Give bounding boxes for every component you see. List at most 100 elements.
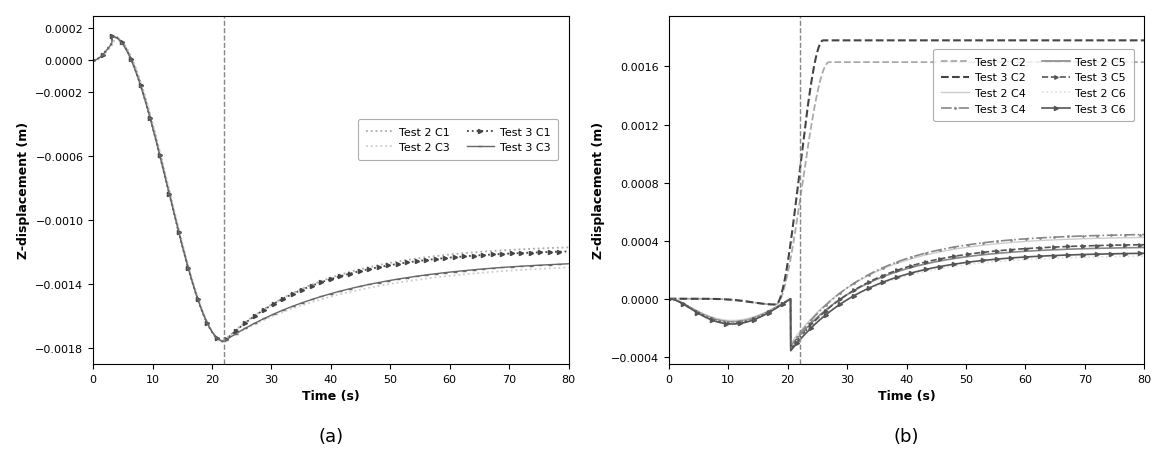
Test 2 C6	[686, 307, 700, 313]
Test 2 C4	[1124, 235, 1138, 241]
Test 3 C6	[1036, 254, 1050, 259]
Test 2 C2	[822, 60, 836, 66]
Test 3 C2	[1037, 38, 1051, 44]
Test 3 C3	[216, 339, 230, 344]
Test 2 C5	[894, 269, 908, 274]
Test 3 C6	[1124, 251, 1138, 257]
Y-axis label: Z-displacement (m): Z-displacement (m)	[592, 122, 605, 259]
Test 2 C4	[784, 341, 798, 346]
Test 3 C2	[894, 38, 908, 44]
Test 3 C5	[784, 347, 798, 352]
Test 2 C2	[881, 60, 895, 66]
Test 3 C4	[881, 263, 895, 269]
Test 3 C1	[111, 36, 125, 42]
Line: Test 2 C1: Test 2 C1	[93, 38, 569, 341]
Test 2 C6	[1124, 254, 1138, 260]
Test 2 C4	[1036, 238, 1050, 244]
Test 3 C3	[318, 293, 332, 299]
Test 3 C4	[662, 296, 676, 302]
Test 2 C2	[769, 302, 783, 307]
Test 2 C6	[894, 275, 908, 281]
X-axis label: Time (s): Time (s)	[877, 389, 936, 402]
Test 2 C1	[216, 338, 230, 344]
Test 2 C5	[1124, 245, 1138, 251]
Test 3 C5	[881, 271, 895, 277]
Test 3 C2	[1124, 38, 1138, 44]
Test 3 C4	[1138, 232, 1152, 238]
Line: Test 2 C2: Test 2 C2	[669, 63, 1145, 305]
Test 3 C3	[86, 58, 100, 64]
Line: Test 3 C2: Test 3 C2	[669, 41, 1145, 305]
Test 3 C5	[1138, 242, 1152, 248]
Test 2 C6	[881, 279, 895, 285]
Test 2 C1	[111, 36, 125, 42]
Test 3 C4	[1036, 235, 1050, 241]
Test 2 C5	[686, 307, 700, 312]
Test 3 C1	[548, 250, 562, 255]
Test 2 C4	[894, 260, 908, 265]
Test 3 C5	[1124, 243, 1138, 248]
Line: Test 2 C6: Test 2 C6	[669, 257, 1145, 348]
Test 3 C4	[686, 307, 700, 312]
Test 3 C2	[881, 38, 895, 44]
Test 2 C4	[881, 264, 895, 270]
Test 3 C4	[1124, 232, 1138, 238]
Test 2 C1	[86, 58, 100, 64]
Test 2 C2	[1124, 60, 1138, 66]
Line: Test 3 C5: Test 3 C5	[667, 244, 1146, 351]
Test 3 C6	[881, 278, 895, 283]
Test 3 C1	[105, 34, 119, 39]
Test 3 C5	[1036, 245, 1050, 251]
Test 2 C5	[662, 296, 676, 302]
Test 3 C5	[1124, 243, 1138, 248]
Test 2 C2	[662, 296, 676, 302]
Test 2 C5	[1124, 245, 1138, 251]
Legend: Test 2 C1, Test 2 C3, Test 3 C1, Test 3 C3: Test 2 C1, Test 2 C3, Test 3 C1, Test 3 …	[359, 119, 558, 161]
Test 2 C4	[662, 296, 676, 302]
Test 2 C5	[1036, 248, 1050, 253]
Test 2 C5	[881, 273, 895, 278]
Test 2 C2	[894, 60, 908, 66]
Text: (a): (a)	[318, 427, 343, 445]
Test 3 C3	[548, 262, 562, 268]
Test 3 C2	[662, 296, 676, 302]
Test 3 C3	[562, 262, 576, 267]
Test 2 C4	[686, 306, 700, 312]
Test 2 C1	[107, 35, 121, 40]
Test 2 C4	[1124, 235, 1138, 241]
Line: Test 2 C3: Test 2 C3	[93, 38, 569, 341]
X-axis label: Time (s): Time (s)	[303, 389, 360, 402]
Test 3 C1	[86, 58, 100, 64]
Test 2 C1	[318, 277, 332, 283]
Test 3 C6	[784, 348, 798, 354]
Line: Test 3 C1: Test 3 C1	[91, 34, 571, 344]
Test 2 C3	[107, 36, 121, 41]
Test 2 C2	[1138, 60, 1152, 66]
Test 2 C3	[86, 58, 100, 64]
Test 3 C1	[318, 279, 332, 284]
Test 3 C3	[105, 35, 119, 40]
Test 2 C1	[305, 282, 319, 288]
Test 2 C5	[1138, 245, 1152, 251]
Test 2 C2	[686, 296, 700, 302]
Test 2 C6	[1124, 254, 1138, 260]
Test 2 C3	[111, 37, 125, 43]
Test 3 C2	[769, 302, 783, 307]
Test 3 C5	[894, 267, 908, 272]
Test 3 C1	[562, 249, 576, 255]
Legend: Test 2 C2, Test 3 C2, Test 2 C4, Test 3 C4, Test 2 C5, Test 3 C5, Test 2 C6, Tes: Test 2 C2, Test 3 C2, Test 2 C4, Test 3 …	[933, 50, 1134, 122]
Test 3 C4	[784, 344, 798, 350]
Test 3 C3	[305, 297, 319, 302]
Test 2 C1	[548, 245, 562, 251]
Y-axis label: Z-displacement (m): Z-displacement (m)	[16, 122, 29, 259]
Test 2 C3	[305, 300, 319, 305]
Test 3 C3	[111, 37, 125, 42]
Test 3 C5	[662, 296, 676, 302]
Test 2 C1	[562, 245, 576, 250]
Line: Test 3 C3: Test 3 C3	[91, 35, 571, 344]
Test 2 C1	[461, 250, 475, 256]
Test 2 C2	[1124, 60, 1138, 66]
Test 2 C6	[1138, 254, 1152, 259]
Test 3 C4	[894, 258, 908, 264]
Text: (b): (b)	[894, 427, 919, 445]
